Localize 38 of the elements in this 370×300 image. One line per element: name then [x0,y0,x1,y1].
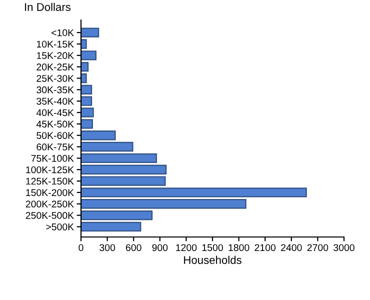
y-tick-label: 250K-500K [26,212,74,219]
x-tick-label: 2100 [254,244,276,252]
x-tick-label: 0 [78,244,84,252]
bar [81,73,87,84]
x-axis-title: Households [184,256,242,264]
x-tick-label: 300 [100,244,116,252]
y-tick-label: >500K [46,223,74,230]
y-tick-label: 200K-250K [26,200,74,208]
x-tick-label: 2700 [307,244,328,252]
y-tick-label: 60K-75K [36,144,74,150]
bar [81,62,89,72]
y-tick-label: 45K-50K [36,120,74,128]
y-tick-label: 50K-60K [36,132,74,139]
bar [81,142,134,152]
x-tick-label: 2400 [281,244,302,252]
y-tick-label: 20K-25K [36,64,74,70]
bar [81,222,142,232]
x-tick-label: 1500 [202,244,223,252]
y-tick-label: 10K-15K [36,40,74,48]
y-tick-label: 125K-150K [26,178,74,185]
x-tick-label: 600 [126,244,142,252]
x-tick-label: 3000 [334,244,354,252]
y-tick-label: 150K-200K [26,189,74,196]
y-tick-label: 30K-35K [36,86,74,94]
bar [81,210,153,220]
bar [81,153,157,164]
y-tick-label: 40K-45K [36,109,74,116]
y-tick-label: 75K-100K [31,154,74,162]
x-tick-label: 1800 [228,244,250,252]
y-tick-label: 15K-20K [36,52,74,60]
x-tick-label: 900 [152,244,168,252]
bar [81,84,92,95]
y-tick-label: <10K [52,29,74,36]
y-tick-label: 35K-40K [36,98,74,105]
x-tick-label: 1200 [176,244,197,252]
y-tick-label: 100K-125K [26,166,74,174]
y-tick-label: 25K-30K [36,74,74,82]
chart-title: In Dollars [25,2,71,11]
